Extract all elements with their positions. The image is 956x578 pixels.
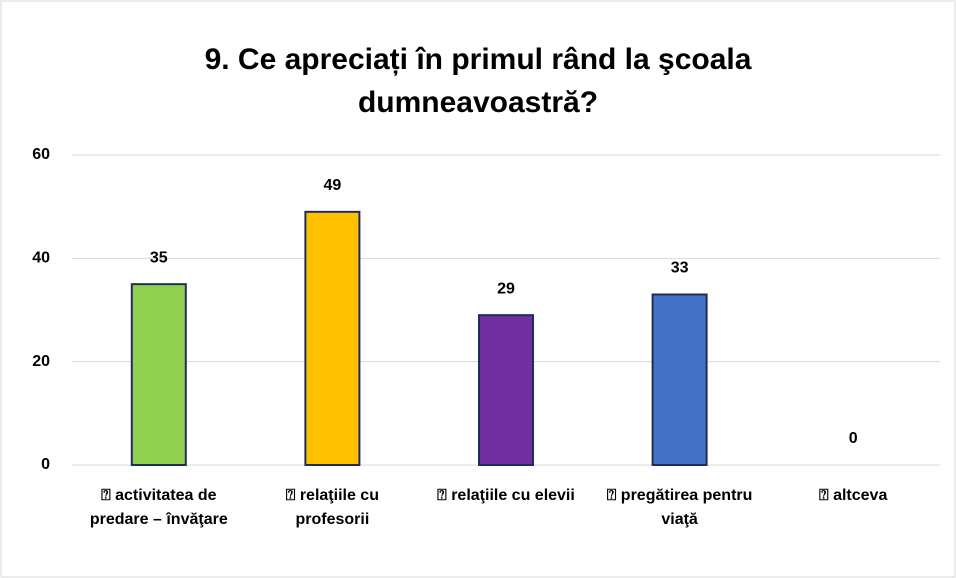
data-label: 29 bbox=[497, 280, 515, 297]
data-label: 0 bbox=[849, 430, 858, 447]
data-label: 49 bbox=[324, 177, 342, 194]
data-label: 33 bbox=[671, 260, 689, 277]
bar bbox=[130, 283, 187, 466]
bar bbox=[478, 314, 534, 466]
x-tick-label: ⍰ relaţiile cu elevii bbox=[437, 487, 575, 504]
x-tick-label: ⍰ altceva bbox=[819, 487, 888, 504]
bar bbox=[304, 210, 361, 466]
x-tick-label: ⍰ relaţiile cu profesorii bbox=[285, 487, 379, 528]
y-tick-label: 20 bbox=[32, 353, 50, 370]
chart-title: 9. Ce apreciați în primul rând la şcoala… bbox=[204, 43, 752, 119]
x-tick-label: ⍰ pregătirea pentru viaţă bbox=[606, 487, 753, 528]
y-tick-label: 40 bbox=[32, 250, 50, 267]
x-tick-label: ⍰ activitatea de predare – învăţare bbox=[89, 487, 228, 528]
y-tick-label: 60 bbox=[32, 146, 50, 163]
bar bbox=[651, 293, 708, 466]
data-label: 35 bbox=[150, 249, 168, 266]
y-tick-label: 0 bbox=[41, 456, 50, 473]
